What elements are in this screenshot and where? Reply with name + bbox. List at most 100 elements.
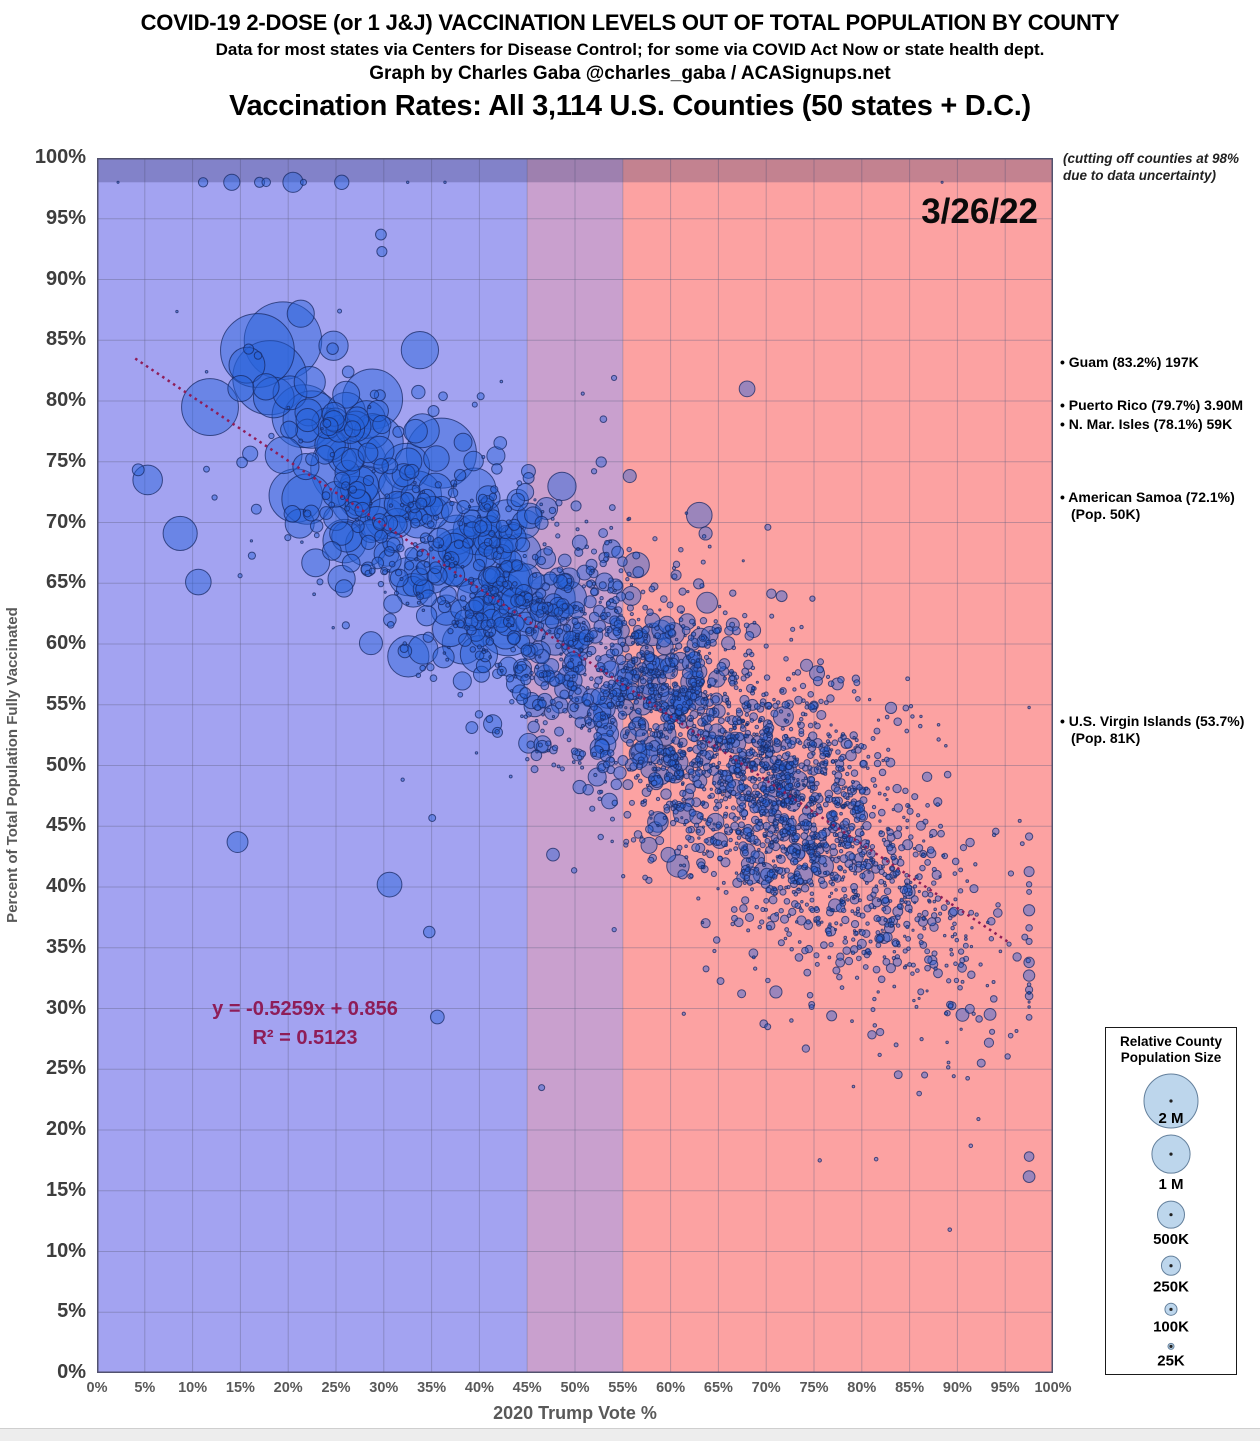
county-bubble (918, 940, 924, 946)
county-bubble (386, 620, 395, 629)
county-bubble (537, 742, 543, 748)
county-bubble (859, 760, 867, 767)
county-bubble (944, 743, 948, 748)
county-bubble (422, 631, 434, 643)
county-bubble (912, 884, 918, 889)
county-bubble (480, 619, 492, 631)
county-bubble (965, 1075, 971, 1081)
county-bubble (621, 620, 628, 627)
county-bubble (708, 651, 712, 655)
county-bubble (1022, 1170, 1036, 1183)
county-bubble (892, 950, 897, 954)
county-bubble (917, 889, 921, 894)
county-bubble (678, 613, 696, 631)
county-bubble (952, 921, 957, 927)
county-bubble (730, 749, 735, 754)
county-bubble (422, 925, 436, 939)
county-bubble (893, 717, 902, 726)
county-bubble (991, 979, 996, 984)
county-bubble (640, 653, 646, 658)
county-bubble (588, 611, 600, 623)
county-bubble (672, 799, 678, 806)
legend-title-line1: Relative County (1119, 1034, 1223, 1049)
y-tick-label: 80% (45, 389, 86, 411)
county-bubble (775, 797, 780, 802)
county-bubble (542, 542, 547, 547)
legend-bubble-center-dot (1169, 1264, 1173, 1268)
county-bubble (611, 545, 625, 559)
county-bubble (841, 786, 846, 791)
county-bubble (669, 725, 674, 730)
county-bubble (449, 500, 455, 507)
county-bubble (886, 917, 893, 924)
county-bubble (697, 753, 701, 758)
county-bubble (764, 874, 769, 879)
county-bubble (859, 796, 868, 805)
county-bubble (772, 702, 779, 709)
county-bubble (745, 790, 751, 796)
county-bubble (843, 935, 848, 940)
county-bubble (950, 934, 955, 939)
county-bubble (641, 732, 646, 736)
county-bubble (908, 908, 913, 914)
county-bubble (812, 800, 817, 806)
county-bubble (721, 636, 736, 651)
county-bubble (926, 846, 935, 854)
county-bubble (749, 887, 755, 892)
county-bubble (711, 762, 716, 767)
county-bubble (850, 950, 856, 956)
county-bubble (649, 686, 655, 692)
county-bubble (410, 567, 429, 587)
county-bubble (874, 884, 879, 888)
county-bubble (405, 516, 409, 521)
county-bubble (354, 501, 371, 518)
county-bubble (642, 874, 649, 881)
county-bubble (843, 739, 853, 749)
county-bubble (975, 1015, 983, 1023)
county-bubble (919, 864, 926, 872)
county-bubble (824, 752, 830, 758)
county-bubble (819, 743, 824, 748)
county-bubble (701, 800, 706, 805)
county-bubble (747, 671, 753, 677)
county-bubble (532, 629, 537, 634)
county-bubble (522, 472, 535, 485)
county-bubble (603, 780, 608, 784)
cutoff-note: (cutting off counties at 98% due to data… (1063, 151, 1240, 183)
county-bubble (743, 652, 749, 658)
county-bubble (820, 941, 828, 950)
county-bubble (750, 665, 756, 671)
county-bubble (809, 813, 814, 818)
county-bubble (1007, 870, 1015, 877)
county-bubble (766, 924, 772, 931)
county-bubble (683, 695, 690, 701)
county-bubble (668, 657, 672, 661)
county-bubble (727, 795, 732, 799)
county-bubble (445, 657, 450, 662)
county-bubble (404, 560, 415, 571)
county-bubble (510, 646, 517, 653)
county-bubble (699, 583, 705, 589)
county-bubble (676, 703, 684, 711)
county-bubble (1026, 982, 1032, 987)
county-bubble (485, 715, 494, 724)
county-bubble (962, 942, 969, 949)
county-bubble (882, 955, 887, 959)
county-bubble (453, 574, 458, 578)
county-bubble (593, 619, 606, 633)
county-bubble (678, 587, 687, 596)
county-bubble (321, 540, 342, 561)
county-bubble (625, 666, 630, 671)
county-bubble (426, 520, 435, 529)
county-bubble (946, 1060, 951, 1065)
county-bubble (669, 819, 677, 827)
county-bubble (515, 482, 535, 502)
county-bubble (903, 934, 907, 938)
county-bubble (566, 661, 575, 670)
county-bubble (754, 724, 760, 730)
county-bubble (995, 902, 1001, 908)
county-bubble (720, 857, 731, 868)
county-bubble (864, 858, 869, 863)
county-bubble (683, 822, 687, 827)
county-bubble (760, 751, 765, 756)
